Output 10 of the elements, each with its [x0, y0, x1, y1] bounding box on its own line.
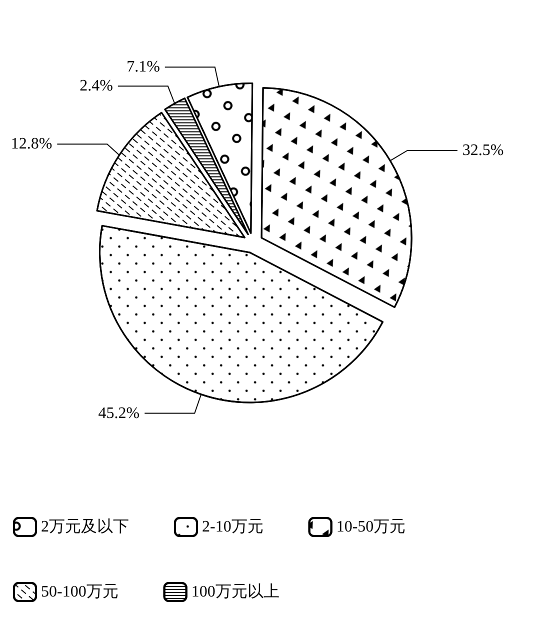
legend-label: 2万元及以下: [41, 518, 129, 536]
legend-label: 2-10万元: [202, 518, 264, 536]
data-label: 7.1%: [126, 58, 160, 76]
data-label: 12.8%: [10, 136, 52, 153]
data-label: 45.2%: [98, 404, 140, 422]
legend-label: 50-100万元: [41, 584, 118, 600]
legend-label: 100万元以上: [191, 582, 280, 600]
data-label: 32.5%: [462, 142, 504, 159]
data-label: 2.4%: [80, 78, 113, 95]
legend-label: 10-50万元: [336, 518, 406, 536]
